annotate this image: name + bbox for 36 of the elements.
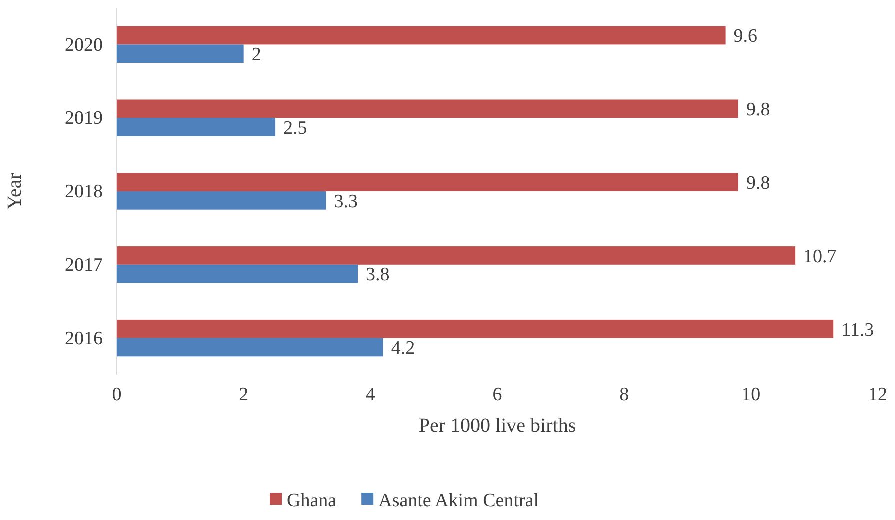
x-tick-label: 10 <box>742 384 761 406</box>
y-tick-label: 2019 <box>65 108 103 130</box>
y-tick-label: 2017 <box>65 254 103 276</box>
bar <box>117 26 726 45</box>
x-tick-label: 4 <box>366 384 376 406</box>
bar <box>117 173 738 192</box>
y-axis-title: Year <box>4 172 26 210</box>
bar <box>117 264 358 284</box>
x-tick-label: 8 <box>620 384 630 406</box>
data-label: 3.3 <box>334 191 358 212</box>
legend-label: Asante Akim Central <box>378 490 540 512</box>
x-tick-label: 2 <box>239 384 249 406</box>
data-label: 3.8 <box>366 264 390 286</box>
y-tick-label: 2020 <box>65 34 103 56</box>
bar <box>117 44 244 64</box>
bar <box>117 320 834 338</box>
x-tick-label: 0 <box>112 384 122 406</box>
y-tick-label: 2018 <box>65 182 103 203</box>
bar <box>117 338 384 357</box>
bar <box>117 100 738 118</box>
data-label: 4.2 <box>391 338 416 360</box>
x-tick-label: 12 <box>868 384 888 406</box>
data-label: 2.5 <box>284 118 308 139</box>
data-label: 10.7 <box>804 246 837 268</box>
legend-label: Ghana <box>287 490 338 512</box>
x-tick-label: 6 <box>492 384 502 406</box>
x-axis-title: Per 1000 live births <box>418 415 576 437</box>
bar <box>117 118 276 136</box>
y-tick-label: 2016 <box>65 328 103 350</box>
bar <box>117 246 796 265</box>
data-label: 9.8 <box>746 100 770 121</box>
data-label: 2 <box>252 44 262 66</box>
data-label: 11.3 <box>842 320 874 341</box>
data-label: 9.6 <box>734 26 758 48</box>
bar <box>117 192 326 210</box>
data-label: 9.8 <box>746 172 770 194</box>
